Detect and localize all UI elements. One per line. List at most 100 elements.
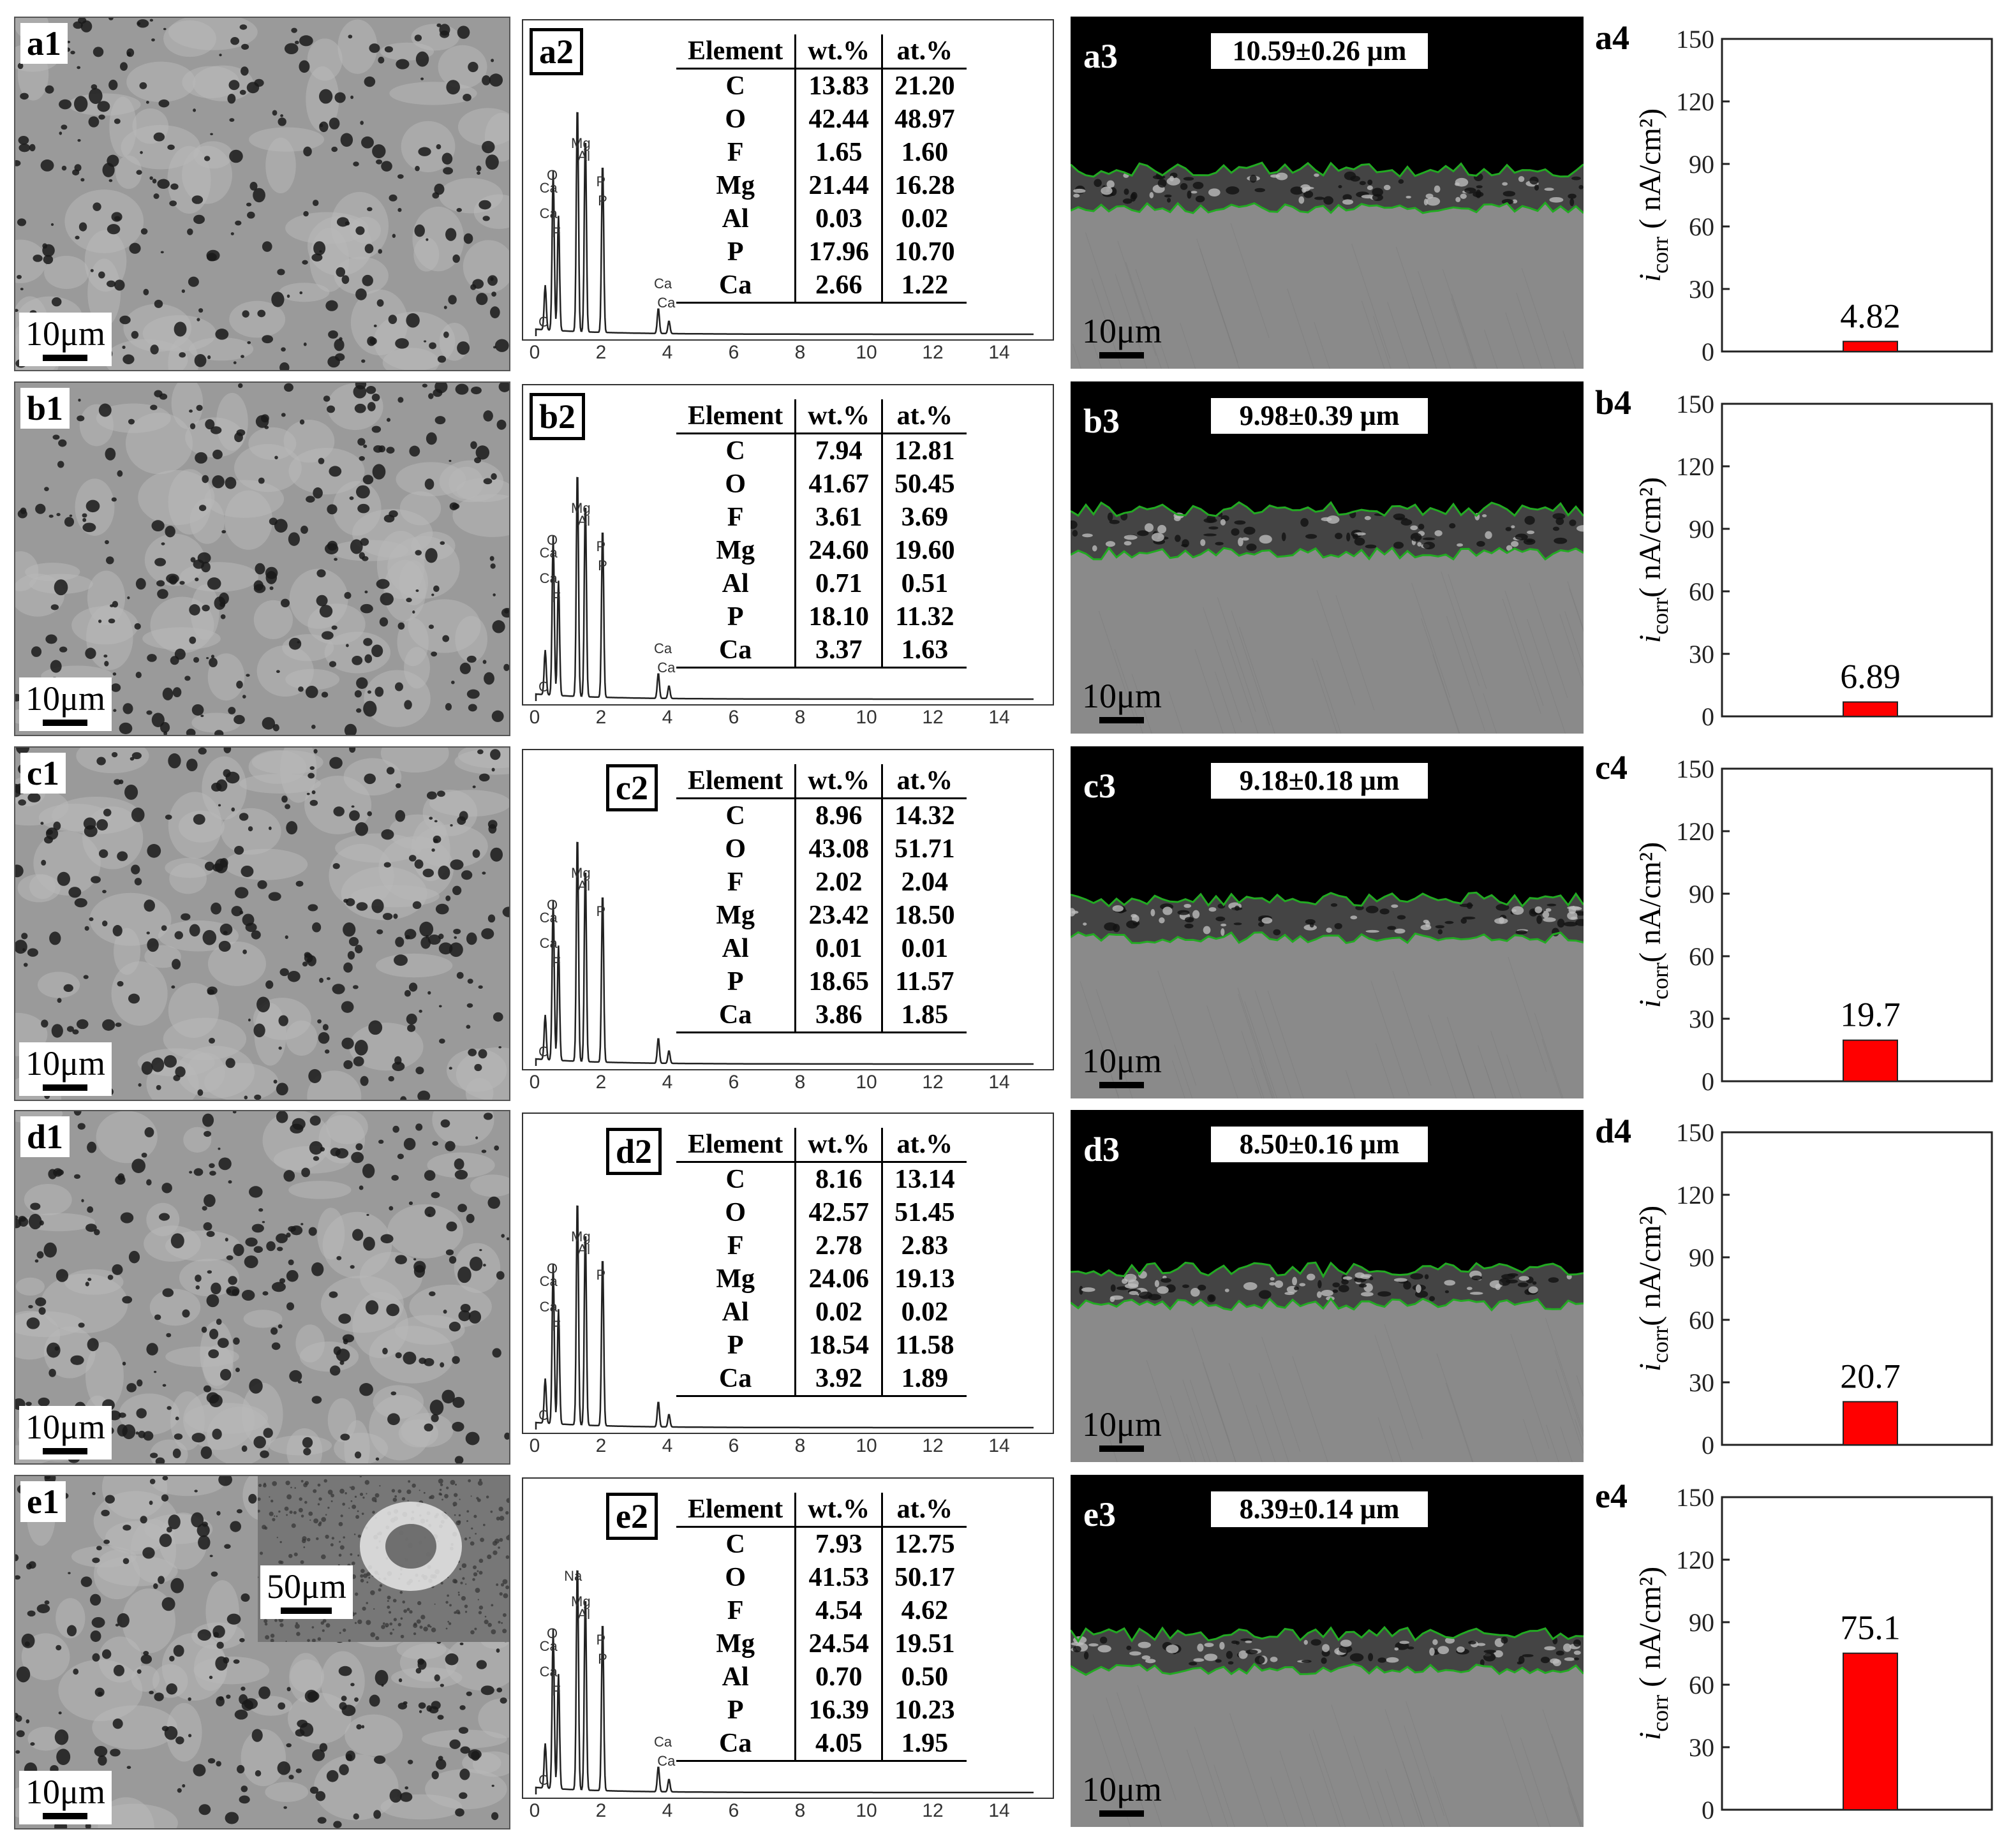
- table-cell: C: [725, 436, 745, 466]
- table-row: Al 0.01 0.01: [676, 932, 967, 965]
- table-cell: Al: [722, 569, 749, 598]
- table-cell: O: [725, 1198, 746, 1227]
- panel-label: d4: [1595, 1112, 1632, 1150]
- scale-bar-line: [43, 1084, 88, 1091]
- table-cell: 10.70: [881, 235, 967, 269]
- cross-section-texture: [1071, 891, 1584, 1098]
- table-cell: F: [727, 868, 744, 897]
- coating-top-boundary: [1071, 161, 1584, 178]
- table-cell: Mg: [716, 901, 755, 930]
- table-cell: 18.54: [794, 1329, 882, 1362]
- table-cell: 42.44: [794, 103, 882, 136]
- table-cell: Al: [722, 1297, 749, 1327]
- eds-peak-label: C: [538, 1044, 549, 1060]
- composition-table: Element wt.% at.% C 7.94 12.81 O 41.67 50.45 F 3.6…: [676, 399, 967, 669]
- table-header-cell: at.%: [881, 34, 967, 70]
- eds-x-tick: 0: [529, 1435, 540, 1456]
- table-cell: 2.04: [881, 866, 967, 899]
- panel-label: e1: [20, 1481, 66, 1522]
- icorr-bar-chart: e4 0 30 60 90 120 150 icorr ( nA/cm²) 75.1: [1591, 1475, 2000, 1832]
- icorr-bar-chart-svg: 0 30 60 90 120 150 icorr( nA/cm²) 6.89: [1633, 390, 1993, 731]
- eds-peak-label: Mg: [571, 865, 591, 881]
- icorr-bar-chart: b4 0 30 60 90 120 150 icorr( nA/cm²) 6.89: [1591, 381, 2000, 739]
- scale-bar-label: 10μm: [26, 1773, 105, 1811]
- table-row: Al 0.70 0.50: [676, 1660, 967, 1694]
- eds-peak-label: Ca: [539, 570, 558, 586]
- table-header-row: Element wt.% at.%: [676, 399, 967, 434]
- cross-section-texture: [1071, 1625, 1584, 1827]
- table-cell: 12.75: [881, 1526, 967, 1561]
- table-row: Al 0.71 0.51: [676, 567, 967, 600]
- scale-bar-line: [43, 355, 88, 361]
- scale-bar-line: [1099, 717, 1145, 723]
- table-cell: 3.37: [794, 633, 882, 669]
- panel-label: b1: [20, 388, 70, 429]
- eds-peak-label: Ca: [654, 276, 672, 292]
- substrate-layer: [1071, 1299, 1584, 1462]
- table-cell: 1.22: [881, 269, 967, 304]
- eds-peak-label: P: [596, 1267, 606, 1283]
- y-tick-label: 120: [1676, 452, 1714, 481]
- scale-bar-label: 10μm: [26, 314, 105, 353]
- y-axis-title: icorr ( nA/cm²): [1633, 1567, 1673, 1740]
- y-tick-label: 30: [1689, 1368, 1714, 1397]
- table-row: Ca 3.86 1.85: [676, 998, 967, 1033]
- scale-bar: 10μm: [19, 1042, 112, 1096]
- table-cell: 41.53: [794, 1561, 882, 1594]
- coating-layer: [1071, 502, 1584, 559]
- y-axis-title: icorr( nA/cm²): [1633, 1206, 1673, 1371]
- sem-surface-image: a1 10μm: [14, 17, 510, 371]
- eds-x-tick: 14: [988, 1072, 1010, 1093]
- coating-top-boundary: [1071, 1625, 1584, 1643]
- table-cell: 0.01: [881, 932, 967, 965]
- eds-peak-label: F: [552, 1318, 561, 1334]
- table-cell: 50.45: [881, 468, 967, 501]
- y-tick-label: 0: [1702, 702, 1714, 731]
- y-axis-title: icorr( nA/cm²): [1633, 477, 1673, 643]
- table-cell: 19.13: [881, 1262, 967, 1296]
- table-cell: 0.01: [794, 932, 882, 965]
- scale-bar: 10μm: [1076, 1403, 1168, 1457]
- y-tick-label: 90: [1689, 880, 1714, 908]
- composition-table: Element wt.% at.% C 8.96 14.32 O 43.08 51.71 F 2.0…: [676, 764, 967, 1033]
- coating-bottom-boundary: [1071, 1297, 1584, 1312]
- eds-peak-label: P: [596, 174, 606, 189]
- table-cell: 10.23: [881, 1694, 967, 1727]
- table-cell: P: [727, 602, 744, 632]
- table-header-cell: Element: [676, 764, 796, 799]
- table-header-cell: Element: [676, 34, 796, 70]
- table-cell: 19.60: [881, 534, 967, 567]
- eds-peak-label: Ca: [539, 1664, 558, 1680]
- eds-peak-label: P: [598, 1651, 607, 1667]
- bar-value-label: 75.1: [1840, 1609, 1901, 1647]
- composition-table: Element wt.% at.% C 7.93 12.75 O 41.53 50.17 F 4.5…: [676, 1493, 967, 1762]
- icorr-bar-chart: a4 0 30 60 90 120 150 icorr ( nA/cm²) 4.82: [1591, 17, 2000, 374]
- eds-x-tick: 8: [794, 1072, 806, 1093]
- table-cell: Mg: [716, 171, 755, 200]
- table-cell: 1.60: [881, 136, 967, 169]
- table-cell: Ca: [676, 269, 796, 304]
- table-cell: 0.02: [794, 1296, 882, 1329]
- table-cell: 48.97: [881, 103, 967, 136]
- eds-x-tick: 0: [529, 1072, 540, 1093]
- eds-x-tick: 12: [922, 707, 944, 728]
- y-axis-title: icorr ( nA/cm²): [1633, 108, 1673, 282]
- table-cell: 2.02: [794, 866, 882, 899]
- table-cell: 51.45: [881, 1196, 967, 1229]
- table-cell: 0.02: [881, 202, 967, 235]
- composition-table: Element wt.% at.% C 13.83 21.20 O 42.44 48.97 F 1.…: [676, 34, 967, 304]
- table-cell: P: [727, 237, 744, 267]
- eds-x-tick: 12: [922, 1435, 944, 1456]
- eds-peak-label: Ca: [539, 1299, 558, 1315]
- eds-x-tick: 8: [794, 342, 806, 363]
- panel-label: d3: [1083, 1130, 1120, 1169]
- icorr-bar-chart-svg: 0 30 60 90 120 150 icorr( nA/cm²) 20.7: [1633, 1118, 1993, 1460]
- table-cell: 0.50: [881, 1660, 967, 1694]
- sem-texture: [15, 1111, 509, 1463]
- scale-bar-line: [43, 1813, 88, 1819]
- scale-bar-line: [1099, 1445, 1145, 1452]
- table-cell: 1.85: [881, 998, 967, 1033]
- scale-bar: 10μm: [1076, 1768, 1168, 1822]
